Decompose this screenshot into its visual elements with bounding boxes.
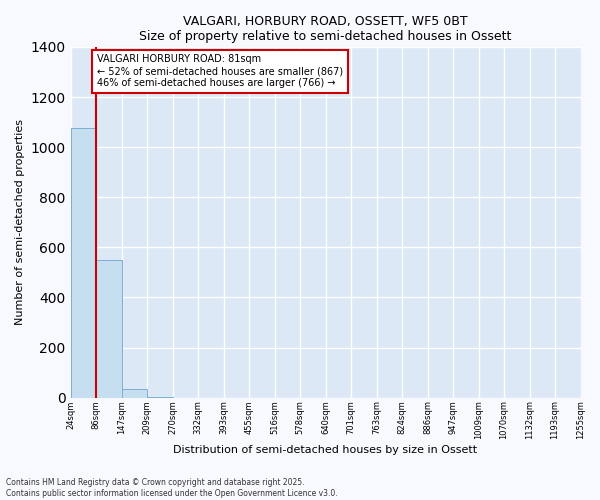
- Bar: [147, 397, 173, 398]
- Title: VALGARI, HORBURY ROAD, OSSETT, WF5 0BT
Size of property relative to semi-detache: VALGARI, HORBURY ROAD, OSSETT, WF5 0BT S…: [139, 15, 512, 43]
- Text: Contains HM Land Registry data © Crown copyright and database right 2025.
Contai: Contains HM Land Registry data © Crown c…: [6, 478, 338, 498]
- X-axis label: Distribution of semi-detached houses by size in Ossett: Distribution of semi-detached houses by …: [173, 445, 478, 455]
- Text: VALGARI HORBURY ROAD: 81sqm
← 52% of semi-detached houses are smaller (867)
46% : VALGARI HORBURY ROAD: 81sqm ← 52% of sem…: [97, 54, 343, 88]
- Bar: [96, 260, 122, 398]
- Bar: [122, 389, 147, 398]
- Bar: [71, 128, 96, 398]
- Y-axis label: Number of semi-detached properties: Number of semi-detached properties: [15, 120, 25, 326]
